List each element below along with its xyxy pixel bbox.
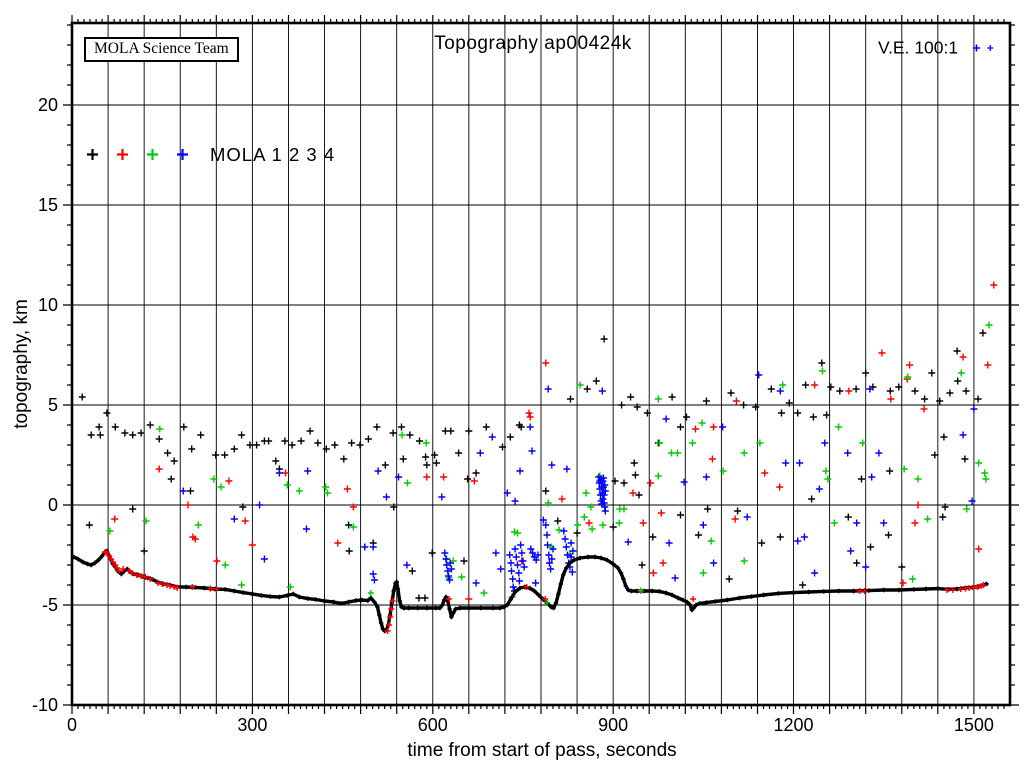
y-tick-label: 0 bbox=[48, 495, 58, 515]
ve-marker bbox=[987, 45, 994, 51]
x-tick-label: 1200 bbox=[774, 715, 814, 735]
credit-box-label: MOLA Science Team bbox=[94, 40, 229, 57]
x-axis-title: time from start of pass, seconds bbox=[407, 740, 677, 761]
profile-overlay-green bbox=[367, 587, 644, 606]
legend-marker-mola-3 bbox=[146, 148, 176, 161]
profile-overlay-red bbox=[102, 549, 987, 634]
legend: MOLA 1 2 3 4 bbox=[86, 144, 335, 166]
ve-text: V.E. 100:1 bbox=[878, 37, 959, 58]
scatter-mola3 bbox=[106, 321, 993, 601]
x-tick-labels: 0 300 600 900 1200 1500 bbox=[67, 715, 994, 735]
y-tick-label: 15 bbox=[38, 195, 58, 215]
x-tick-label: 900 bbox=[598, 715, 628, 735]
x-tick-label: 300 bbox=[237, 715, 267, 735]
plot-border bbox=[70, 21, 1012, 707]
legend-marker-mola-4 bbox=[176, 148, 206, 161]
legend-markers bbox=[86, 144, 206, 166]
y-tick-label: 20 bbox=[38, 95, 58, 115]
legend-marker-mola-1 bbox=[86, 148, 116, 161]
scatter-mola2 bbox=[111, 281, 998, 603]
axis-ticks bbox=[63, 15, 1019, 714]
ve-scale-marker-icon bbox=[972, 44, 981, 53]
legend-marker-mola-2 bbox=[116, 148, 146, 161]
y-tick-label: 10 bbox=[38, 295, 58, 315]
chart-title: Topography ap00424k bbox=[434, 33, 632, 54]
y-tick-labels: -10 -5 0 5 10 15 20 bbox=[32, 95, 58, 715]
topography-profile bbox=[71, 548, 989, 634]
gridlines bbox=[72, 23, 1010, 705]
y-tick-label: -10 bbox=[32, 695, 58, 715]
vertical-exaggeration-label: V.E. 100:1 bbox=[878, 38, 981, 59]
credit-box: MOLA Science Team bbox=[84, 37, 239, 62]
x-tick-label: 1500 bbox=[954, 715, 994, 735]
scatter-mola1 bbox=[78, 329, 987, 602]
x-tick-label: 0 bbox=[67, 715, 77, 735]
y-tick-label: 5 bbox=[48, 395, 58, 415]
y-axis-title: topography, km bbox=[11, 299, 32, 429]
legend-label: MOLA 1 2 3 4 bbox=[210, 144, 336, 165]
y-tick-label: -5 bbox=[42, 595, 58, 615]
x-tick-label: 600 bbox=[418, 715, 448, 735]
